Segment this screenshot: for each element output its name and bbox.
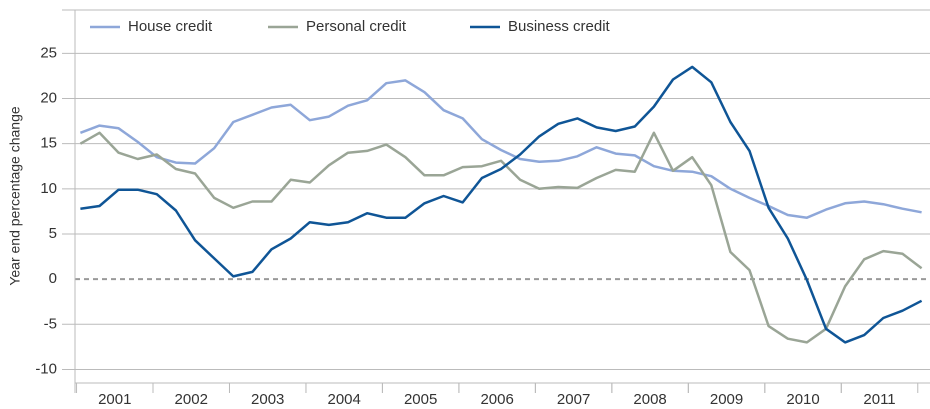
series-line [80,65,923,344]
x-tick-label: 2007 [557,391,590,408]
legend-label: House credit [128,18,213,35]
x-tick-label: 2001 [98,391,131,408]
x-tick-label: 2010 [786,391,819,408]
y-tick-label: 5 [49,225,57,242]
y-tick-label: -5 [44,315,57,332]
y-axis-label: Year end percentage change [7,106,23,286]
x-tick-label: 2011 [863,391,895,408]
series-line [79,131,923,344]
y-tick-label: -10 [35,360,57,377]
legend-label: Business credit [508,18,611,35]
x-tick-label: 2004 [328,391,361,408]
series-line [79,79,922,219]
y-tick-label: 15 [40,135,57,152]
legend-label: Personal credit [306,18,407,35]
x-tick-label: 2009 [710,391,743,408]
x-tick-label: 2006 [480,391,513,408]
x-tick-label: 2003 [251,391,284,408]
y-tick-label: 0 [49,270,57,287]
x-tick-label: 2005 [404,391,437,408]
y-tick-label: 25 [40,44,57,61]
y-tick-label: 20 [40,89,57,106]
y-tick-label: 10 [40,180,57,197]
x-tick-label: 2008 [633,391,666,408]
x-tick-label: 2002 [175,391,208,408]
